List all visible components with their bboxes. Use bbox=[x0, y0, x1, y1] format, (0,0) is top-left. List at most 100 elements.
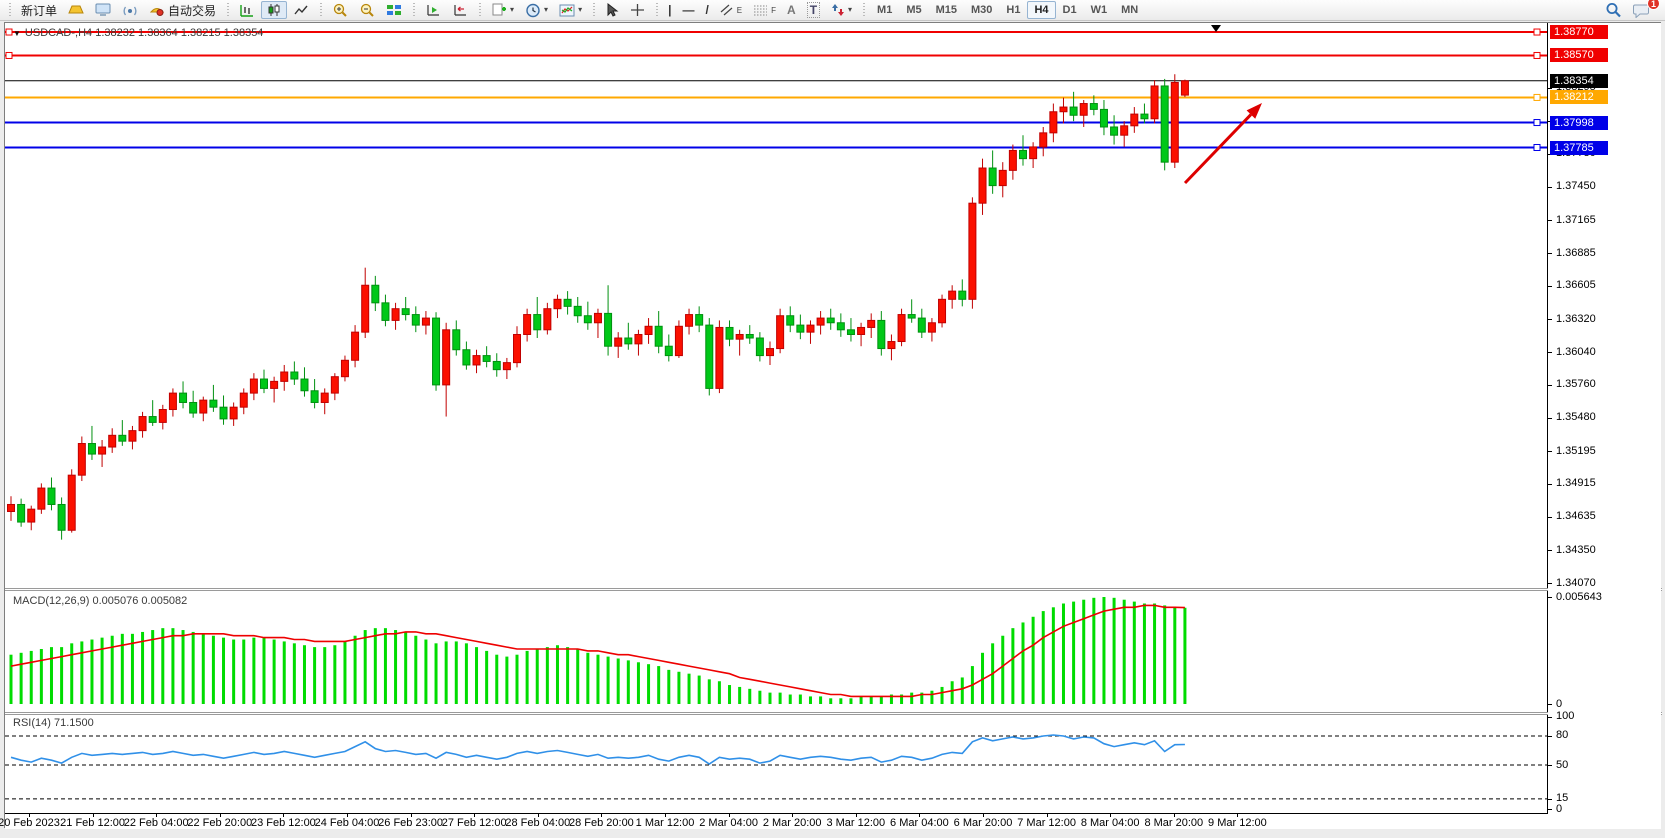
candle-body bbox=[411, 314, 420, 326]
fibonacci-tool-button[interactable]: F bbox=[748, 1, 781, 19]
time-tick-label: 24 Feb 04:00 bbox=[314, 817, 380, 829]
text-label-tool-button[interactable]: T bbox=[802, 1, 825, 19]
signal-button[interactable] bbox=[117, 1, 143, 19]
horizontal-line-tool-button[interactable]: — bbox=[677, 1, 699, 19]
macd-histogram-bar bbox=[576, 649, 580, 704]
main-price-chart[interactable] bbox=[5, 23, 1547, 589]
line-handle[interactable] bbox=[1533, 93, 1541, 101]
chart-window: ▼ USDCAD-,H4 1.38232 1.38364 1.38215 1.38… bbox=[0, 22, 1662, 829]
macd-histogram-bar bbox=[738, 686, 742, 704]
timeframe-m15[interactable]: M15 bbox=[929, 1, 964, 19]
macd-panel[interactable] bbox=[5, 589, 1547, 713]
time-tick-label: 22 Feb 04:00 bbox=[123, 817, 189, 829]
line-handle[interactable] bbox=[5, 51, 13, 59]
main-toolbar: 新订单 自动交易 bbox=[0, 0, 1665, 21]
macd-histogram-bar bbox=[343, 641, 347, 704]
search-button[interactable] bbox=[1600, 1, 1627, 19]
timeframe-h1[interactable]: H1 bbox=[999, 1, 1027, 19]
line-handle[interactable] bbox=[1533, 51, 1541, 59]
label-tool-icon: T bbox=[806, 2, 821, 18]
price-axis[interactable]: 1.382951.380101.377301.374501.371651.368… bbox=[1548, 23, 1661, 829]
annotation-arrow-head[interactable] bbox=[1246, 103, 1262, 119]
timeframe-w1[interactable]: W1 bbox=[1084, 1, 1115, 19]
candle-body bbox=[776, 315, 785, 350]
crosshair-icon bbox=[631, 4, 645, 16]
toolbar-separator bbox=[861, 2, 867, 18]
periods-button[interactable]: ▾ bbox=[520, 1, 553, 19]
macd-histogram-bar bbox=[141, 631, 145, 704]
candle-body bbox=[290, 371, 299, 380]
time-tick-label: 8 Mar 04:00 bbox=[1080, 817, 1140, 829]
new-chart-button[interactable]: ▾ bbox=[486, 1, 519, 19]
time-axis[interactable]: 20 Feb 2023 21 Feb 12:00 22 Feb 04:00 22 Fe… bbox=[0, 813, 1548, 829]
chart-shift-marker-icon[interactable] bbox=[1211, 25, 1221, 32]
toolbar-separator bbox=[318, 2, 324, 18]
macd-histogram-bar bbox=[444, 641, 448, 704]
crosshair-tool-button[interactable] bbox=[625, 1, 650, 19]
macd-histogram-bar bbox=[302, 645, 306, 704]
macd-histogram-bar bbox=[677, 671, 681, 704]
time-tick-mark bbox=[601, 814, 603, 817]
macd-histogram-bar bbox=[222, 637, 226, 704]
macd-histogram-bar bbox=[525, 650, 529, 704]
macd-histogram-bar bbox=[596, 654, 600, 704]
candle-body bbox=[472, 355, 481, 366]
line-handle[interactable] bbox=[1533, 28, 1541, 36]
tile-windows-button[interactable] bbox=[381, 1, 407, 19]
line-handle[interactable] bbox=[1533, 144, 1541, 152]
chart-shift-button[interactable] bbox=[447, 1, 473, 19]
timeframe-h4[interactable]: H4 bbox=[1027, 1, 1056, 19]
text-tool-button[interactable]: A bbox=[782, 1, 801, 19]
macd-histogram-bar bbox=[758, 690, 762, 704]
arrows-tool-icon bbox=[832, 4, 845, 16]
price-tick-label: 1.34350 bbox=[1556, 543, 1596, 556]
annotation-arrow-line[interactable] bbox=[1183, 113, 1252, 185]
candle-body bbox=[664, 345, 673, 357]
toolbar-separator bbox=[411, 2, 417, 18]
line-chart-mode-button[interactable] bbox=[288, 1, 314, 19]
cursor-tool-button[interactable] bbox=[600, 1, 624, 19]
macd-histogram-bar bbox=[394, 630, 398, 704]
search-icon bbox=[1606, 3, 1621, 18]
arrows-tool-button[interactable]: ▾ bbox=[826, 1, 857, 19]
trendline-tool-button[interactable]: / bbox=[700, 1, 713, 19]
chart-title-text: USDCAD-,H4 1.38232 1.38364 1.38215 1.383… bbox=[24, 27, 264, 39]
line-handle[interactable] bbox=[1533, 119, 1541, 127]
equidistant-channel-icon bbox=[720, 4, 733, 16]
macd-histogram-bar bbox=[49, 647, 53, 704]
candlestick-mode-button[interactable] bbox=[261, 1, 288, 19]
line-handle[interactable] bbox=[5, 28, 13, 36]
candle-body bbox=[1059, 106, 1068, 113]
panel-separator[interactable] bbox=[5, 588, 1662, 591]
notifications-button[interactable]: 1 bbox=[1628, 0, 1660, 19]
zoom-in-button[interactable] bbox=[327, 1, 353, 19]
new-order-button[interactable]: 新订单 bbox=[16, 1, 62, 19]
time-tick-label: 6 Mar 20:00 bbox=[953, 817, 1013, 829]
auto-scroll-button[interactable] bbox=[420, 1, 446, 19]
timeframe-d1[interactable]: D1 bbox=[1056, 1, 1084, 19]
macd-histogram-bar bbox=[819, 696, 823, 704]
macd-histogram-bar bbox=[920, 692, 924, 704]
templates-button[interactable]: ▾ bbox=[554, 1, 587, 19]
macd-histogram-bar bbox=[829, 698, 833, 704]
timeframe-mn[interactable]: MN bbox=[1114, 1, 1145, 19]
panel-separator[interactable] bbox=[5, 712, 1662, 715]
bar-chart-mode-button[interactable] bbox=[234, 1, 260, 19]
market-watch-button[interactable] bbox=[90, 1, 116, 19]
gold-symbol-button[interactable] bbox=[63, 1, 89, 19]
channel-tool-button[interactable]: E bbox=[715, 1, 747, 19]
timeframe-m1[interactable]: M1 bbox=[870, 1, 899, 19]
toolbar-separator bbox=[7, 2, 12, 18]
candle-body bbox=[583, 315, 592, 324]
autotrade-button[interactable]: 自动交易 bbox=[144, 1, 221, 19]
macd-histogram-bar bbox=[485, 650, 489, 704]
timeframe-m5[interactable]: M5 bbox=[899, 1, 928, 19]
vertical-line-tool-button[interactable]: | bbox=[663, 1, 676, 19]
price-tick-mark bbox=[1548, 384, 1552, 386]
timeframe-m30[interactable]: M30 bbox=[964, 1, 999, 19]
zoom-out-button[interactable] bbox=[354, 1, 380, 19]
candle-body bbox=[695, 314, 704, 326]
candle-body bbox=[260, 378, 268, 389]
macd-histogram-bar bbox=[798, 694, 802, 704]
rsi-panel[interactable] bbox=[5, 713, 1547, 813]
